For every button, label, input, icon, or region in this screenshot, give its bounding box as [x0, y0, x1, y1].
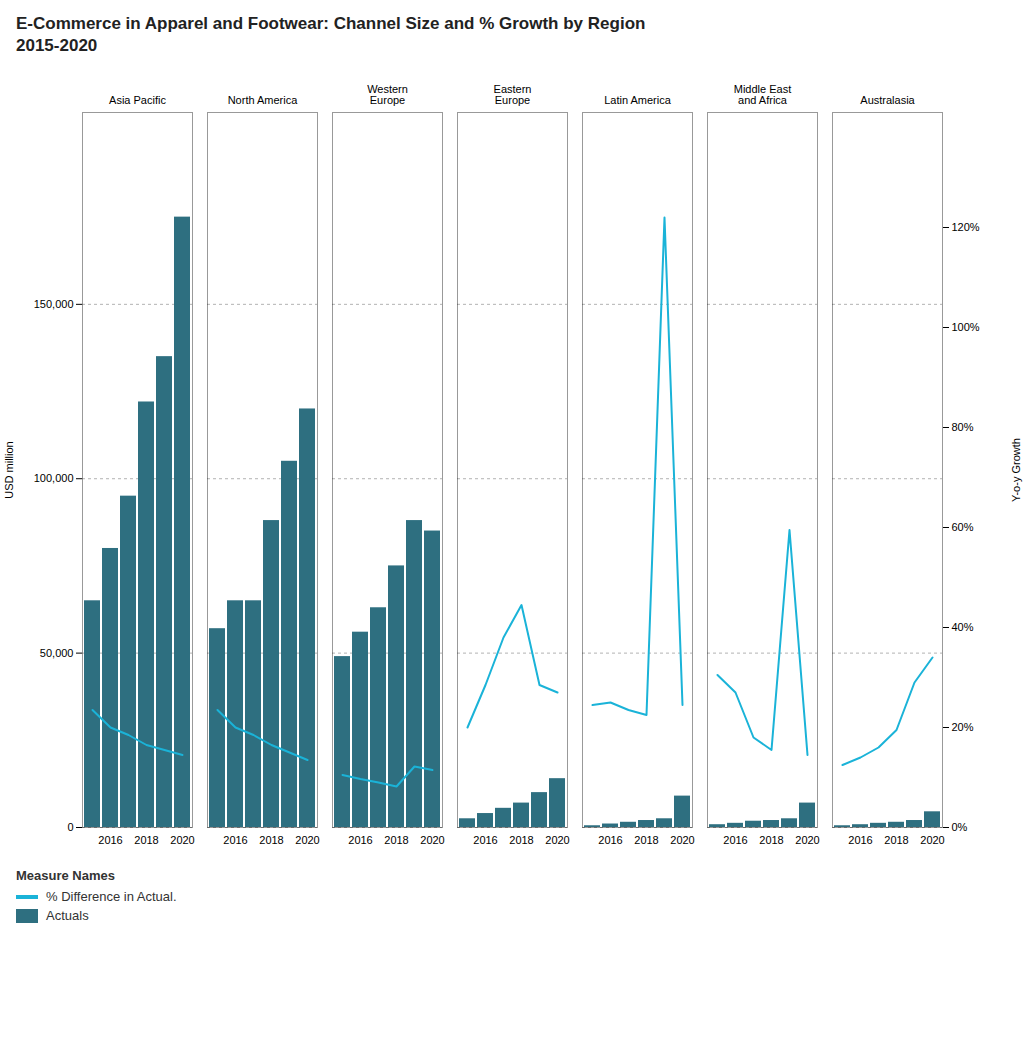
svg-text:150,000: 150,000: [34, 298, 74, 310]
svg-text:80%: 80%: [952, 421, 974, 433]
svg-text:2016: 2016: [598, 834, 622, 846]
svg-text:2018: 2018: [509, 834, 533, 846]
svg-text:2018: 2018: [134, 834, 158, 846]
svg-text:2018: 2018: [884, 834, 908, 846]
svg-text:2016: 2016: [98, 834, 122, 846]
html-text:Measure Names: Measure Names: [16, 868, 115, 883]
svg-text:WesternEurope: WesternEurope: [367, 83, 408, 106]
svg-text:2016: 2016: [473, 834, 497, 846]
svg-text:2020: 2020: [295, 834, 319, 846]
svg-text:2020: 2020: [420, 834, 444, 846]
svg-text:2018: 2018: [759, 834, 783, 846]
svg-text:2016: 2016: [723, 834, 747, 846]
svg-text:2020: 2020: [545, 834, 569, 846]
svg-text:2016: 2016: [348, 834, 372, 846]
svg-text:100,000: 100,000: [34, 472, 74, 484]
svg-text:120%: 120%: [952, 221, 980, 233]
svg-text:2016: 2016: [848, 834, 872, 846]
svg-text:0: 0: [67, 821, 73, 833]
svg-text:2020: 2020: [670, 834, 694, 846]
html-text:Actuals: Actuals: [46, 908, 89, 923]
svg-text:Middle Eastand Africa: Middle Eastand Africa: [734, 83, 791, 106]
svg-text:EasternEurope: EasternEurope: [494, 83, 532, 106]
svg-text:USD million: USD million: [3, 441, 15, 498]
svg-text:Asia Pacific: Asia Pacific: [109, 94, 166, 106]
svg-text:Y-o-y Growth: Y-o-y Growth: [1010, 438, 1022, 502]
svg-text:2018: 2018: [259, 834, 283, 846]
svg-text:50,000: 50,000: [40, 647, 74, 659]
html-text:2015-2020: 2015-2020: [16, 36, 98, 55]
svg-text:2020: 2020: [795, 834, 819, 846]
svg-text:North America: North America: [228, 94, 299, 106]
svg-text:20%: 20%: [952, 721, 974, 733]
svg-text:2020: 2020: [170, 834, 194, 846]
svg-text:2018: 2018: [634, 834, 658, 846]
svg-text:40%: 40%: [952, 621, 974, 633]
svg-text:2016: 2016: [223, 834, 247, 846]
svg-text:60%: 60%: [952, 521, 974, 533]
svg-text:Latin America: Latin America: [604, 94, 672, 106]
svg-text:0%: 0%: [952, 821, 968, 833]
svg-text:2018: 2018: [384, 834, 408, 846]
svg-text:Australasia: Australasia: [860, 94, 915, 106]
html-text:E-Commerce in Apparel and Foot: E-Commerce in Apparel and Footwear: Chan…: [16, 14, 646, 33]
html-text:% Difference in Actual.: % Difference in Actual.: [46, 889, 177, 904]
svg-text:100%: 100%: [952, 321, 980, 333]
svg-text:2020: 2020: [920, 834, 944, 846]
